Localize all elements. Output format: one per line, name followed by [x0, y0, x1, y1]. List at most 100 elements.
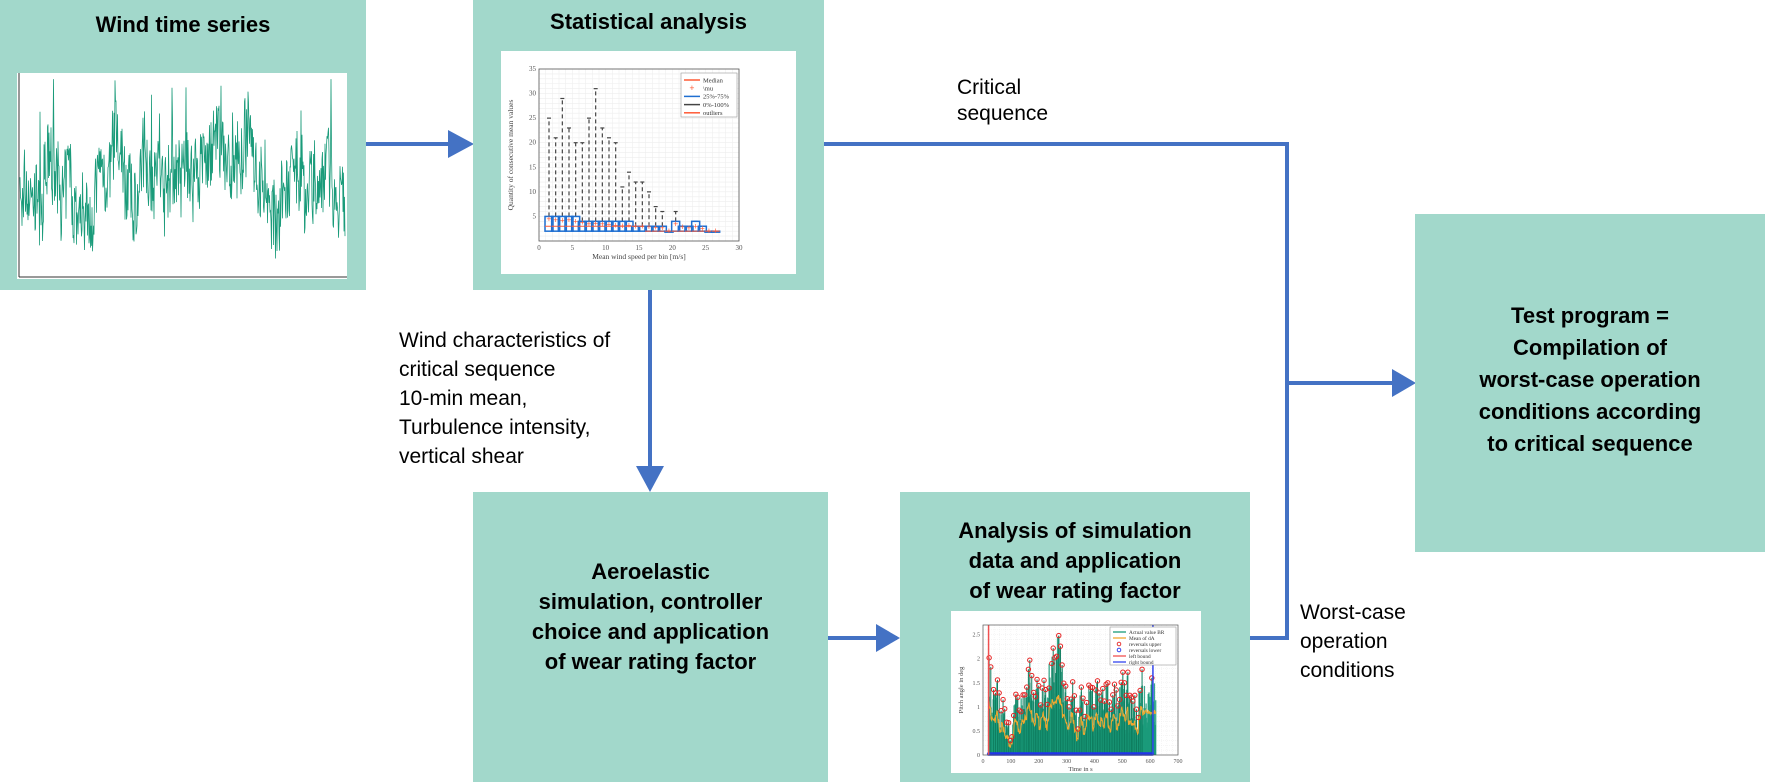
reversal-upper-marker	[1113, 687, 1119, 693]
title-line: simulation, controller	[538, 589, 763, 614]
statistical-analysis-box: Statistical analysis 0 5 10 15 20 25 30 5 10 15 20…	[473, 0, 824, 290]
reversal-upper-marker	[1046, 685, 1052, 691]
statistical-analysis-title: Statistical analysis	[550, 9, 747, 34]
worst-case-label: Worst-case operation conditions	[1300, 598, 1406, 685]
reversal-upper-marker	[1050, 645, 1056, 651]
reversal-upper-marker	[1078, 684, 1085, 690]
y-axis-label: Quantity of consecutive mean values	[506, 100, 515, 211]
reversal-upper-marker	[1116, 696, 1123, 703]
reversal-upper-marker	[1093, 687, 1099, 693]
wind-speed-series	[19, 79, 346, 259]
mean-marker: +	[626, 220, 631, 230]
wind-char-line: Wind characteristics of	[399, 329, 611, 352]
reversal-upper-marker	[1073, 707, 1080, 713]
reversal-upper-marker	[1123, 692, 1129, 698]
plot-frame	[538, 68, 740, 242]
title-line: Test program =	[1511, 303, 1669, 328]
reversal-upper-marker	[1125, 669, 1131, 675]
mean-marker: +	[606, 219, 611, 229]
reversal-upper-marker	[1101, 698, 1108, 704]
reversal-upper-marker	[1111, 681, 1118, 687]
mean-marker: +	[633, 221, 638, 231]
x-tick-label: 15	[636, 244, 644, 252]
reversal-upper-marker	[1002, 706, 1008, 712]
reversal-upper-marker	[996, 690, 1002, 696]
reversal-upper-marker	[1121, 680, 1128, 686]
title-line: Compilation of	[1513, 335, 1667, 360]
x-axis-label: Mean wind speed per bin [m/s]	[592, 252, 686, 261]
title-line: Analysis of simulation	[958, 518, 1192, 543]
reversal-upper-marker	[1120, 669, 1126, 675]
wind-time-series-box: Wind time series	[0, 0, 366, 290]
reversal-upper-marker	[1053, 653, 1060, 659]
critical-sequence-label: Critical sequence	[957, 75, 1048, 127]
x-tick-label: 25	[702, 244, 710, 252]
title-line: to critical sequence	[1487, 431, 1693, 456]
y-tick-label: 0	[977, 753, 980, 759]
title-line: choice and application	[531, 619, 770, 644]
y-tick-label: 20	[529, 139, 537, 147]
y-tick-label: 15	[529, 163, 537, 171]
reversal-upper-marker	[1057, 643, 1064, 649]
reversal-upper-marker	[1135, 714, 1142, 721]
reversal-upper-marker	[1025, 666, 1032, 672]
mean-marker: +	[653, 223, 658, 233]
y-tick-label: 2.5	[973, 633, 981, 639]
reversal-upper-marker	[1066, 704, 1072, 710]
analysis-box: Analysis of simulation data and applicat…	[900, 492, 1250, 782]
reversal-upper-marker	[1022, 692, 1028, 698]
reversal-upper-marker	[1082, 713, 1088, 720]
reversal-upper-marker	[1132, 692, 1138, 698]
reversal-upper-marker	[1044, 701, 1051, 708]
mean-marker: +	[693, 222, 698, 232]
reversal-upper-marker	[1118, 679, 1124, 685]
mean-marker: +	[620, 221, 625, 231]
reversal-upper-marker	[1070, 679, 1076, 685]
worst-case-line: operation	[1300, 630, 1388, 653]
x-axis-label: Time in s	[1068, 766, 1093, 773]
title-line: of wear rating factor	[969, 578, 1181, 603]
reversal-upper-marker	[1015, 694, 1021, 700]
y-tick-label: 1	[977, 705, 980, 711]
legend-entry: 0%-100%	[703, 102, 730, 109]
reversal-upper-marker	[1034, 676, 1040, 683]
mean-marker: +	[666, 226, 671, 236]
analysis-title: Analysis of simulation data and applicat…	[900, 516, 1250, 606]
quartile-box	[570, 215, 581, 232]
mean-marker: +	[553, 215, 558, 225]
reversal-upper-marker	[1024, 684, 1030, 690]
mean-marker: +	[640, 221, 645, 231]
reversal-upper-marker	[1037, 702, 1044, 708]
reversal-upper-marker	[1106, 699, 1113, 705]
title-line: data and application	[968, 548, 1182, 573]
wind-char-line: Turbulence intensity,	[399, 416, 591, 439]
line-stats-critical-sequence	[824, 142, 1289, 640]
wind-time-series-title: Wind time series	[95, 12, 271, 37]
quartile-box	[544, 215, 554, 232]
legend-frame	[1109, 626, 1177, 666]
quartile-box	[557, 215, 568, 232]
reversal-upper-marker	[1031, 689, 1037, 696]
mean-series	[988, 694, 1157, 748]
mean-marker: +	[546, 214, 551, 224]
reversal-upper-marker	[1075, 726, 1081, 732]
legend-marker	[1116, 641, 1122, 647]
mean-marker: +	[660, 223, 665, 233]
mean-marker: +	[673, 219, 678, 229]
legend-marker: +	[689, 83, 694, 93]
quartile-box	[564, 215, 574, 232]
mean-marker: +	[586, 219, 591, 229]
mean-marker: +	[573, 216, 578, 226]
worst-case-line: Worst-case	[1300, 601, 1406, 624]
legend-entry: Median	[703, 77, 724, 84]
mean-marker: +	[686, 223, 691, 233]
reversal-upper-marker	[1076, 707, 1083, 713]
x-tick-label: 400	[1090, 759, 1099, 765]
x-tick-label: 0	[537, 244, 541, 252]
reversal-upper-marker	[1105, 680, 1111, 686]
mean-marker: +	[646, 222, 651, 232]
x-tick-label: 10	[602, 244, 610, 252]
reversal-upper-marker	[1080, 695, 1086, 701]
reversal-upper-marker	[1059, 662, 1065, 668]
